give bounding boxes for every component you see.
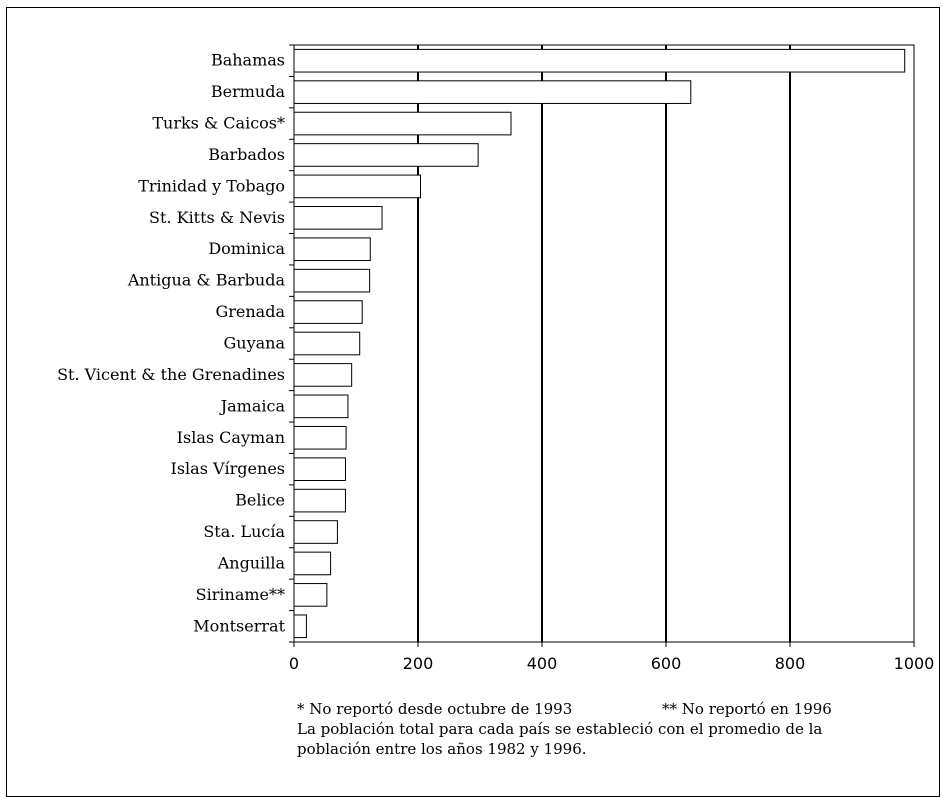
bar-13 — [293, 457, 346, 481]
x-tick-label-800: 800 — [775, 654, 806, 673]
category-label-12: Islas Cayman — [177, 428, 285, 447]
category-label-16: Anguilla — [217, 553, 286, 572]
bar-3 — [293, 143, 479, 167]
category-label-18: Montserrat — [193, 616, 285, 635]
bar-11 — [293, 394, 349, 419]
bar-17 — [293, 583, 328, 607]
category-label-14: Belice — [235, 491, 285, 510]
bar-7 — [293, 268, 371, 293]
category-label-10: St. Vicent & the Grenadines — [57, 365, 285, 384]
bar-0 — [293, 48, 906, 73]
category-label-1: Bermuda — [211, 82, 286, 101]
category-label-5: St. Kitts & Nevis — [149, 208, 285, 227]
x-tick-label-400: 400 — [527, 654, 558, 673]
category-label-17: Siriname** — [196, 585, 285, 604]
category-label-8: Grenada — [215, 302, 285, 321]
x-tick-label-600: 600 — [651, 654, 682, 673]
x-tick-label-1000: 1000 — [894, 654, 935, 673]
category-label-6: Dominica — [208, 239, 285, 258]
bar-1 — [293, 80, 692, 104]
category-label-4: Trinidad y Tobago — [138, 176, 285, 195]
category-label-11: Jamaica — [219, 396, 286, 415]
bar-5 — [293, 206, 383, 230]
footnote-line-3: población entre los años 1982 y 1996. — [297, 740, 587, 758]
category-label-2: Turks & Caicos* — [152, 114, 285, 133]
bar-2 — [293, 111, 512, 136]
bar-4 — [293, 174, 421, 199]
category-label-3: Barbados — [208, 145, 285, 164]
bar-6 — [293, 237, 371, 262]
category-label-15: Sta. Lucía — [203, 522, 285, 541]
category-label-0: Bahamas — [211, 51, 285, 70]
bar-9 — [293, 331, 361, 356]
bar-16 — [293, 551, 332, 576]
footnote-line-2: La población total para cada país se est… — [297, 720, 823, 738]
x-tick-label-200: 200 — [403, 654, 434, 673]
category-label-13: Islas Vírgenes — [171, 459, 286, 478]
bar-15 — [293, 520, 338, 544]
bar-10 — [293, 363, 353, 387]
x-tick-label-0: 0 — [289, 654, 299, 673]
bar-14 — [293, 488, 346, 513]
bar-12 — [293, 425, 347, 450]
bar-18 — [293, 614, 307, 639]
footnote-line-1-left: * No reportó desde octubre de 1993 — [297, 700, 573, 718]
footnote-line-1-right: ** No reportó en 1996 — [662, 700, 832, 718]
category-label-7: Antigua & Barbuda — [127, 271, 286, 290]
category-label-9: Guyana — [223, 334, 285, 353]
bar-8 — [293, 300, 363, 324]
